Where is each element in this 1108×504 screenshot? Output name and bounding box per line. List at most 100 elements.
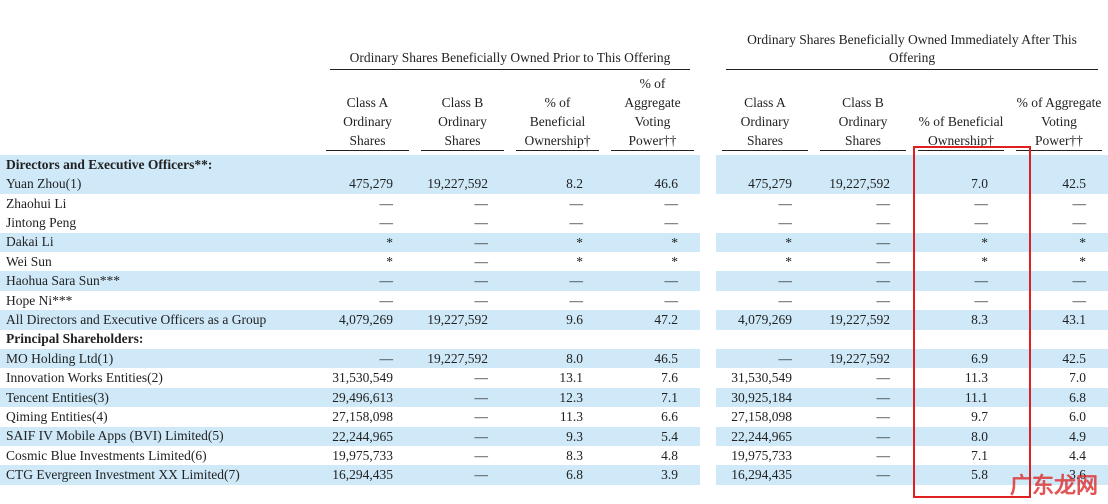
cell: 43.1 [1010, 310, 1108, 330]
cell: 27,158,098 [731, 409, 792, 425]
highlight-box [913, 146, 1031, 498]
cell: 19,227,592 [814, 174, 912, 194]
cell: — [876, 409, 891, 425]
cell: — [379, 195, 394, 211]
gap [700, 0, 716, 74]
gap [700, 426, 716, 447]
cell: 7.0 [1069, 370, 1087, 386]
cell [510, 155, 605, 175]
row-label: Innovation Works Entities(2) [6, 370, 163, 386]
cell: 3.9 [605, 465, 700, 485]
gap [700, 174, 716, 194]
data-row: CTG Evergreen Investment XX Limited(7) 16… [0, 465, 1108, 485]
cell: 4.4 [1069, 448, 1087, 464]
column-title: Class B Ordinary Shares [820, 93, 906, 151]
cell: 9.3 [510, 426, 605, 447]
cell [1010, 155, 1108, 175]
data-row: Tencent Entities(3) 29,496,613—12.3 7.1 30,… [0, 387, 1108, 408]
gap [700, 252, 716, 272]
cell: — [569, 215, 584, 231]
cell: 29,496,613 [320, 387, 415, 408]
cell: — [1010, 271, 1108, 291]
cell: — [876, 370, 891, 386]
column-header: % of Beneficial Ownership† [510, 74, 605, 155]
data-row: Jintong Peng — — — — — — — — [0, 213, 1108, 233]
gap [700, 271, 716, 291]
cell: 13.1 [559, 370, 583, 386]
cell [605, 330, 700, 349]
cell [716, 155, 814, 175]
gap [700, 290, 716, 311]
data-row: Qiming Entities(4) 27,158,098 — 11.3 6.6 27,1… [0, 407, 1108, 427]
gap [700, 310, 716, 330]
section-row: Directors and Executive Officers**: [0, 155, 1108, 175]
cell: — [1072, 195, 1087, 211]
cell: 5.4 [605, 426, 700, 447]
cell: 22,244,965 [716, 426, 814, 447]
group-header: Ordinary Shares Beneficially Owned Immed… [716, 0, 1108, 74]
column-title: % of Aggregate Voting Power†† [611, 74, 694, 151]
cell: 8.0 [912, 426, 1010, 447]
cell: 19,227,592 [415, 349, 510, 369]
cell [814, 155, 912, 175]
cell: * [320, 232, 415, 253]
cell: — [716, 271, 814, 291]
cell: — [320, 271, 415, 291]
cell: 22,244,965 [320, 426, 415, 447]
cell: — [605, 271, 700, 291]
cell: — [974, 215, 989, 231]
cell: 30,925,184 [716, 387, 814, 408]
cell: — [814, 232, 912, 253]
column-header: Class A Ordinary Shares [320, 74, 415, 155]
cell: 475,279 [716, 174, 814, 194]
cell: — [814, 271, 912, 291]
group-title: Ordinary Shares Beneficially Owned Immed… [726, 31, 1099, 70]
cell: — [664, 292, 679, 308]
row-label: Zhaohui Li [6, 195, 67, 211]
cell: 42.5 [1010, 174, 1108, 194]
row-label: All Directors and Executive Officers as … [0, 310, 320, 330]
cell: 46.5 [605, 349, 700, 369]
cell: — [814, 426, 912, 447]
section-row: Principal Shareholders: [0, 329, 1108, 350]
cell: * [605, 232, 700, 253]
column-title: Class A Ordinary Shares [722, 93, 808, 151]
cell: 11.3 [559, 409, 583, 425]
cell: 6.0 [1069, 409, 1087, 425]
cell: 4.9 [1010, 426, 1108, 447]
cell: 16,294,435 [716, 465, 814, 485]
gap [700, 213, 716, 233]
blank [0, 0, 320, 74]
cell: 7.1 [605, 387, 700, 408]
cell: 47.2 [605, 310, 700, 330]
row-label: Wei Sun [6, 253, 52, 269]
row-label: Hope Ni*** [6, 292, 73, 308]
cell: 8.2 [510, 174, 605, 194]
cell: — [415, 271, 510, 291]
column-header: Class B Ordinary Shares [814, 74, 912, 155]
cell: 8.3 [912, 310, 1010, 330]
cell: — [474, 370, 489, 386]
cell: — [569, 195, 584, 211]
column-header: Class B Ordinary Shares [415, 74, 510, 155]
cell: 19,227,592 [814, 349, 912, 369]
cell: — [474, 215, 489, 231]
column-header: % of Aggregate Voting Power†† [1010, 74, 1108, 155]
cell: 19,975,733 [332, 448, 393, 464]
cell: — [876, 195, 891, 211]
blank [0, 74, 320, 155]
data-row: Wei Sun * — * * * — * * [0, 252, 1108, 272]
cell: 475,279 [320, 174, 415, 194]
cell: * [981, 254, 988, 270]
cell: 6.6 [661, 409, 678, 425]
cell: 4.8 [661, 448, 678, 464]
cell: — [814, 465, 912, 485]
cell: * [671, 254, 678, 270]
cell: * [912, 232, 1010, 253]
cell: — [415, 426, 510, 447]
data-row: All Directors and Executive Officers as … [0, 310, 1108, 330]
column-header: % of Aggregate Voting Power†† [605, 74, 700, 155]
cell [716, 330, 814, 349]
row-label: Yuan Zhou(1) [0, 174, 320, 194]
cell: — [814, 387, 912, 408]
